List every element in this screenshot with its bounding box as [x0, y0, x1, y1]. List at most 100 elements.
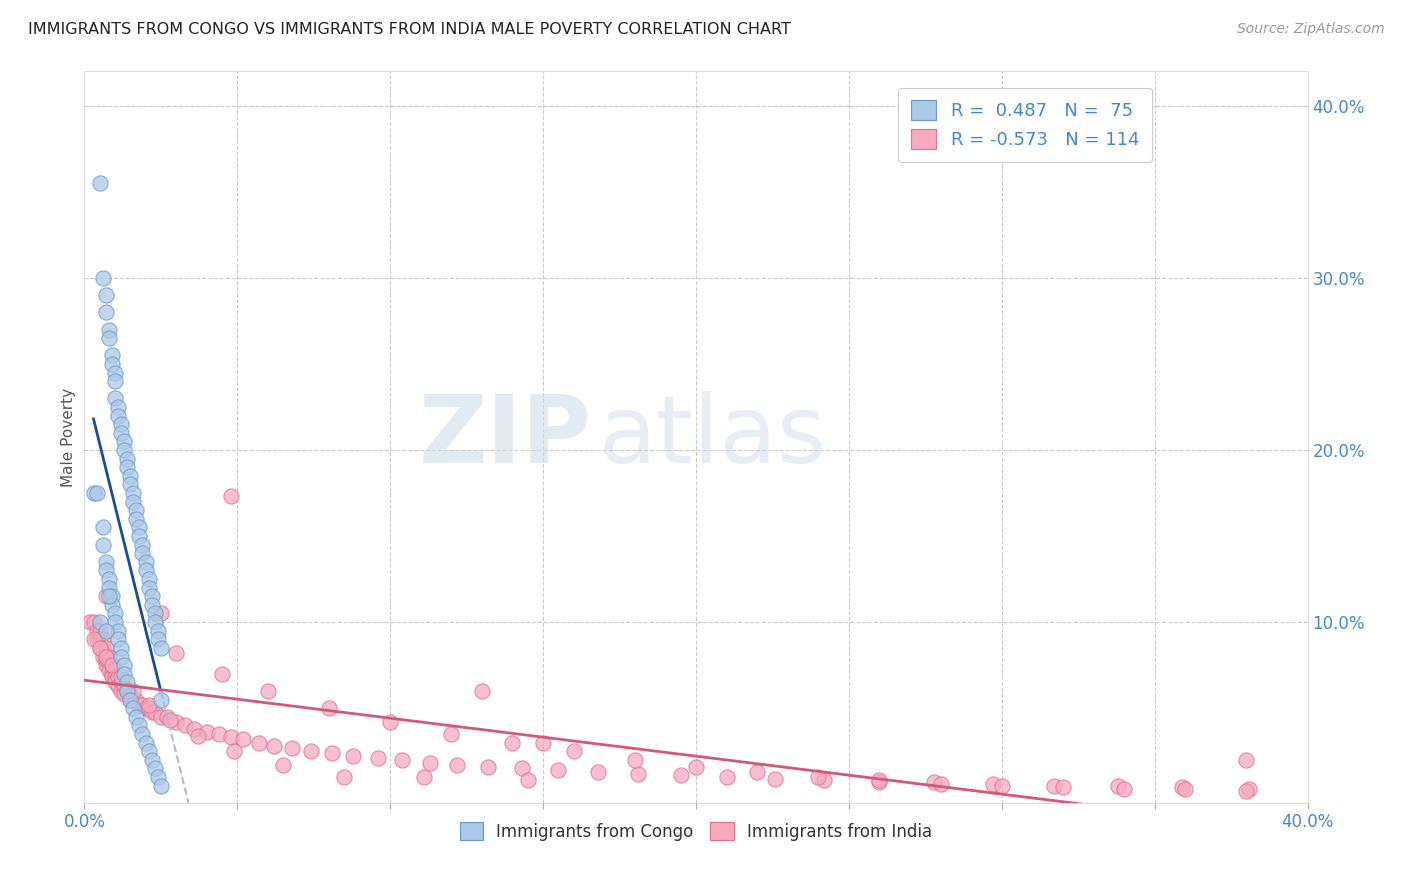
Point [104, 392, 127, 406]
Point [143, 761, 166, 775]
Point [342, 749, 364, 764]
Point [219, 731, 242, 745]
Point [122, 684, 145, 698]
Point [110, 684, 132, 698]
Point [89, 640, 111, 655]
Point [128, 718, 150, 732]
Point [122, 701, 145, 715]
Point [516, 773, 538, 788]
Point [1107, 779, 1129, 793]
Point [138, 701, 160, 715]
Point [110, 640, 132, 655]
Point [141, 598, 163, 612]
Point [149, 640, 172, 655]
Point [165, 714, 187, 729]
Point [94, 649, 117, 664]
Point [104, 607, 127, 621]
Point [89, 615, 111, 629]
Point [477, 759, 499, 773]
Point [219, 490, 242, 504]
Point [143, 705, 166, 719]
Point [107, 670, 129, 684]
Point [131, 538, 153, 552]
Point [232, 732, 254, 747]
Point [135, 564, 157, 578]
Legend: Immigrants from Congo, Immigrants from India: Immigrants from Congo, Immigrants from I… [451, 814, 941, 849]
Point [135, 701, 157, 715]
Point [97, 658, 120, 673]
Point [101, 598, 124, 612]
Point [263, 739, 285, 753]
Point [94, 564, 117, 578]
Point [128, 698, 150, 712]
Point [138, 572, 160, 586]
Point [141, 753, 163, 767]
Point [101, 666, 124, 681]
Point [97, 649, 120, 664]
Point [981, 777, 1004, 791]
Point [94, 624, 117, 638]
Point [104, 615, 127, 629]
Point [112, 666, 135, 681]
Point [91, 520, 114, 534]
Point [149, 607, 172, 621]
Point [89, 176, 111, 190]
Point [502, 735, 524, 749]
Point [929, 777, 952, 791]
Point [128, 529, 150, 543]
Point [120, 468, 142, 483]
Point [89, 632, 111, 647]
Point [627, 766, 650, 780]
Point [669, 768, 692, 782]
Point [101, 658, 124, 673]
Point [257, 684, 280, 698]
Text: IMMIGRANTS FROM CONGO VS IMMIGRANTS FROM INDIA MALE POVERTY CORRELATION CHART: IMMIGRANTS FROM CONGO VS IMMIGRANTS FROM… [28, 22, 792, 37]
Point [333, 770, 356, 784]
Point [156, 710, 179, 724]
Point [101, 670, 124, 684]
Point [104, 366, 127, 380]
Point [1239, 782, 1261, 797]
Point [94, 555, 117, 569]
Point [94, 658, 117, 673]
Point [412, 770, 434, 784]
Point [97, 572, 120, 586]
Point [122, 486, 145, 500]
Point [440, 727, 463, 741]
Point [135, 555, 157, 569]
Point [419, 756, 441, 771]
Point [94, 640, 117, 655]
Point [125, 503, 148, 517]
Point [86, 486, 108, 500]
Point [138, 581, 160, 595]
Point [94, 589, 117, 603]
Point [624, 753, 647, 767]
Point [125, 710, 148, 724]
Point [471, 684, 494, 698]
Point [101, 589, 124, 603]
Point [869, 775, 891, 789]
Point [115, 675, 138, 690]
Point [94, 305, 117, 319]
Point [138, 744, 160, 758]
Text: Source: ZipAtlas.com: Source: ZipAtlas.com [1237, 22, 1385, 37]
Point [115, 684, 138, 698]
Point [685, 759, 707, 773]
Point [391, 753, 413, 767]
Point [131, 698, 153, 712]
Point [97, 663, 120, 677]
Point [141, 705, 163, 719]
Point [104, 670, 127, 684]
Point [86, 632, 108, 647]
Point [112, 658, 135, 673]
Point [120, 477, 142, 491]
Point [89, 640, 111, 655]
Point [131, 727, 153, 741]
Point [531, 735, 554, 749]
Point [110, 425, 132, 440]
Point [112, 434, 135, 449]
Point [547, 763, 569, 777]
Point [208, 727, 231, 741]
Point [125, 692, 148, 706]
Point [924, 775, 946, 789]
